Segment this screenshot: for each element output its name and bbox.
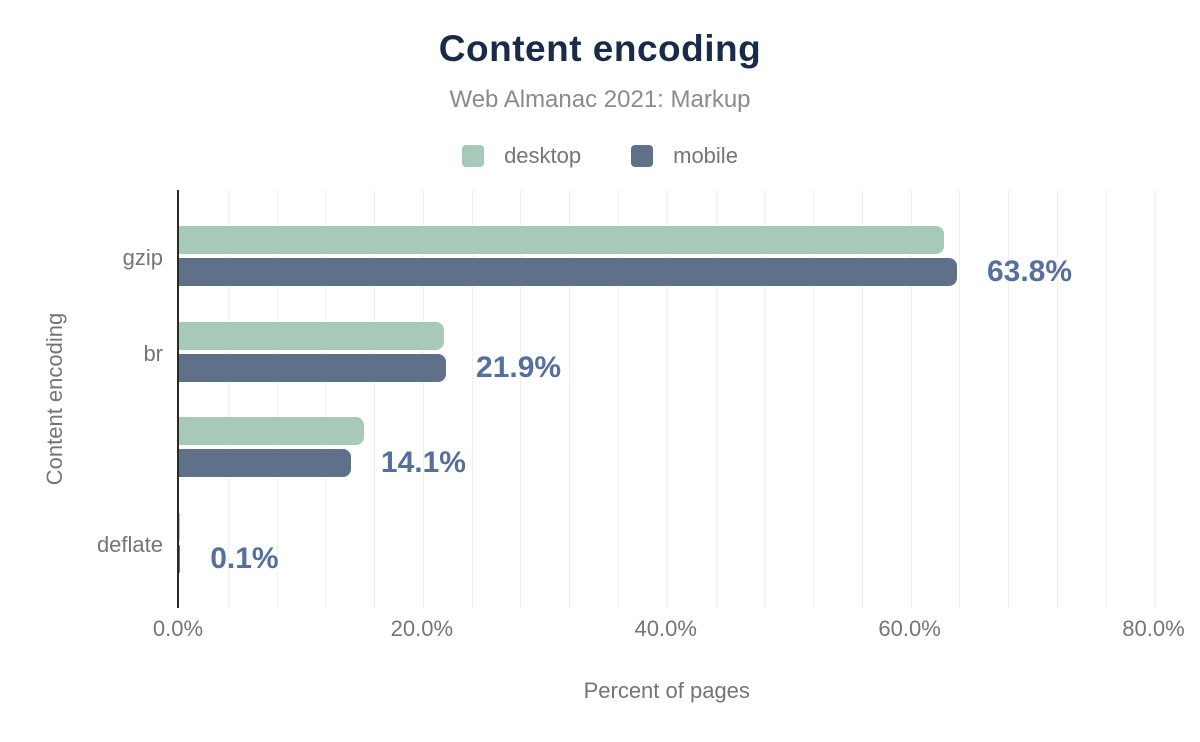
gridline: [617, 190, 619, 608]
x-tick-label: 40.0%: [634, 616, 697, 641]
bar-desktop: [179, 321, 444, 350]
x-tick-label: 20.0%: [390, 616, 454, 641]
gridline: [1056, 190, 1058, 608]
chart-subtitle: Web Almanac 2021: Markup: [449, 86, 751, 113]
bar-desktop: [179, 226, 944, 254]
gridline: [715, 190, 717, 608]
legend-item-desktop: desktop: [462, 143, 581, 169]
data-label: 63.8%: [986, 255, 1073, 288]
gridline: [520, 190, 522, 608]
legend-label-mobile: mobile: [673, 143, 738, 168]
x-tick-label: 60.0%: [878, 616, 941, 641]
gridline: [325, 190, 327, 608]
bar-mobile: [179, 353, 447, 382]
bar-mobile: [179, 258, 957, 286]
gridline: [959, 190, 961, 608]
gridline: [666, 190, 668, 608]
legend-label-desktop: desktop: [504, 143, 582, 168]
x-tick-label: 0.0%: [152, 616, 204, 641]
category-label: br: [143, 340, 163, 366]
chart-title: Content encoding: [438, 28, 762, 69]
gridline: [861, 190, 863, 608]
gridline: [1154, 190, 1156, 608]
gridline: [764, 190, 766, 608]
bar-desktop: [179, 512, 181, 541]
gridline: [1008, 190, 1010, 608]
gridline: [813, 190, 815, 608]
legend: desktop mobile: [0, 143, 1200, 169]
y-axis-line: [177, 190, 179, 608]
data-label: 0.1%: [210, 541, 279, 575]
gridline: [276, 190, 278, 608]
gridline: [471, 190, 473, 608]
gridline: [422, 190, 424, 608]
gridline: [1105, 190, 1107, 608]
x-axis-title: Percent of pages: [583, 678, 750, 703]
category-label: deflate: [96, 531, 163, 557]
data-label: 21.9%: [476, 350, 562, 384]
mobile-swatch-icon: [631, 145, 654, 167]
data-label: 14.1%: [380, 446, 466, 479]
x-tick-label: 80.0%: [1122, 616, 1185, 641]
gridline: [569, 190, 571, 608]
bar-mobile: [179, 449, 351, 477]
gridline: [227, 190, 229, 608]
y-axis-title: Content encoding: [42, 312, 67, 486]
gridline: [910, 190, 912, 608]
category-label: gzip: [122, 245, 163, 270]
bar-mobile: [179, 544, 181, 573]
gridline: [374, 190, 376, 608]
bar-desktop: [179, 417, 365, 445]
desktop-swatch-icon: [462, 145, 485, 167]
legend-item-mobile: mobile: [631, 143, 738, 169]
